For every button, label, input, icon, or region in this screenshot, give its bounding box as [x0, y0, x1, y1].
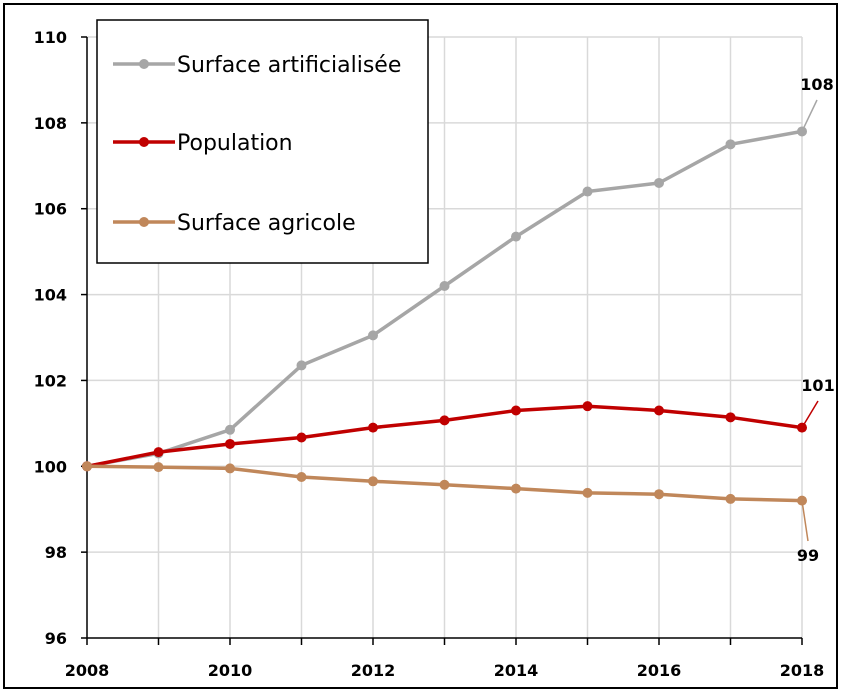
x-tick-label-2008: 2008: [65, 661, 110, 680]
series-2-point-2010: [225, 463, 235, 474]
y-tick-label-108: 108: [34, 114, 67, 133]
series-1-point-2012: [368, 422, 378, 433]
legend-label-0: Surface artificialisée: [177, 53, 401, 78]
series-1-point-2016: [654, 405, 664, 416]
x-tick-labels: 2008 2010 2012 2014 2016 2018: [65, 661, 825, 680]
end-label-leader-0: [801, 99, 818, 132]
series-2-point-2011: [296, 472, 307, 483]
end-label-1: 101: [801, 376, 834, 395]
series-0-point-2016: [654, 177, 664, 188]
series-0-point-2014: [511, 231, 521, 242]
y-tick-label-104: 104: [34, 286, 67, 305]
series-0-point-2012: [368, 330, 378, 341]
legend-label-1: Population: [177, 131, 293, 156]
axes: [81, 36, 803, 645]
y-tick-label-110: 110: [34, 28, 67, 47]
series-1-point-2009: [153, 447, 164, 458]
x-tick-label-2012: 2012: [351, 661, 396, 680]
x-tick-label-2014: 2014: [494, 661, 539, 680]
series-2-point-2008: [82, 461, 92, 472]
end-labels: 108 101 99: [797, 75, 835, 565]
series-1-point-2015: [582, 401, 593, 412]
series-2-point-2012: [368, 476, 378, 487]
series-1-point-2017: [725, 412, 736, 423]
series-0-point-2013: [439, 280, 450, 291]
series-1-point-2013: [439, 415, 450, 426]
series-0-point-2011: [296, 360, 307, 371]
y-tick-label-98: 98: [45, 543, 67, 562]
series-0-point-2010: [225, 424, 235, 435]
end-label-0: 108: [800, 75, 833, 94]
x-tick-label-2016: 2016: [637, 661, 682, 680]
end-label-leader-1: [801, 400, 819, 429]
y-tick-label-96: 96: [45, 629, 67, 648]
legend: Surface artificialisée Population Surface …: [96, 19, 429, 264]
series-0-point-2015: [582, 186, 593, 197]
legend-swatch-marker-0: [139, 59, 149, 69]
legend-label-2: Surface agricole: [177, 211, 356, 236]
y-tick-label-106: 106: [34, 200, 67, 219]
y-tick-labels: 96 98 100 102 104 106 108 110: [34, 28, 67, 648]
series-1-point-2011: [296, 432, 307, 443]
x-tick-label-2010: 2010: [208, 661, 253, 680]
series-1-point-2010: [225, 438, 235, 449]
x-tick-label-2018: 2018: [780, 661, 825, 680]
series-0-point-2017: [725, 139, 736, 150]
series-1-point-2014: [511, 405, 521, 416]
end-label-2: 99: [797, 546, 819, 565]
series-2-point-2017: [725, 493, 736, 504]
series-2-point-2014: [511, 483, 521, 494]
legend-swatch-marker-2: [139, 217, 149, 227]
series-2-point-2016: [654, 489, 664, 500]
y-tick-label-100: 100: [34, 457, 67, 476]
legend-swatch-marker-1: [139, 137, 149, 147]
end-label-leader-2: [801, 500, 809, 542]
series-2-point-2015: [582, 487, 593, 498]
series-2-point-2009: [153, 462, 164, 473]
y-tick-label-102: 102: [34, 371, 67, 390]
series-2-point-2013: [439, 479, 450, 490]
